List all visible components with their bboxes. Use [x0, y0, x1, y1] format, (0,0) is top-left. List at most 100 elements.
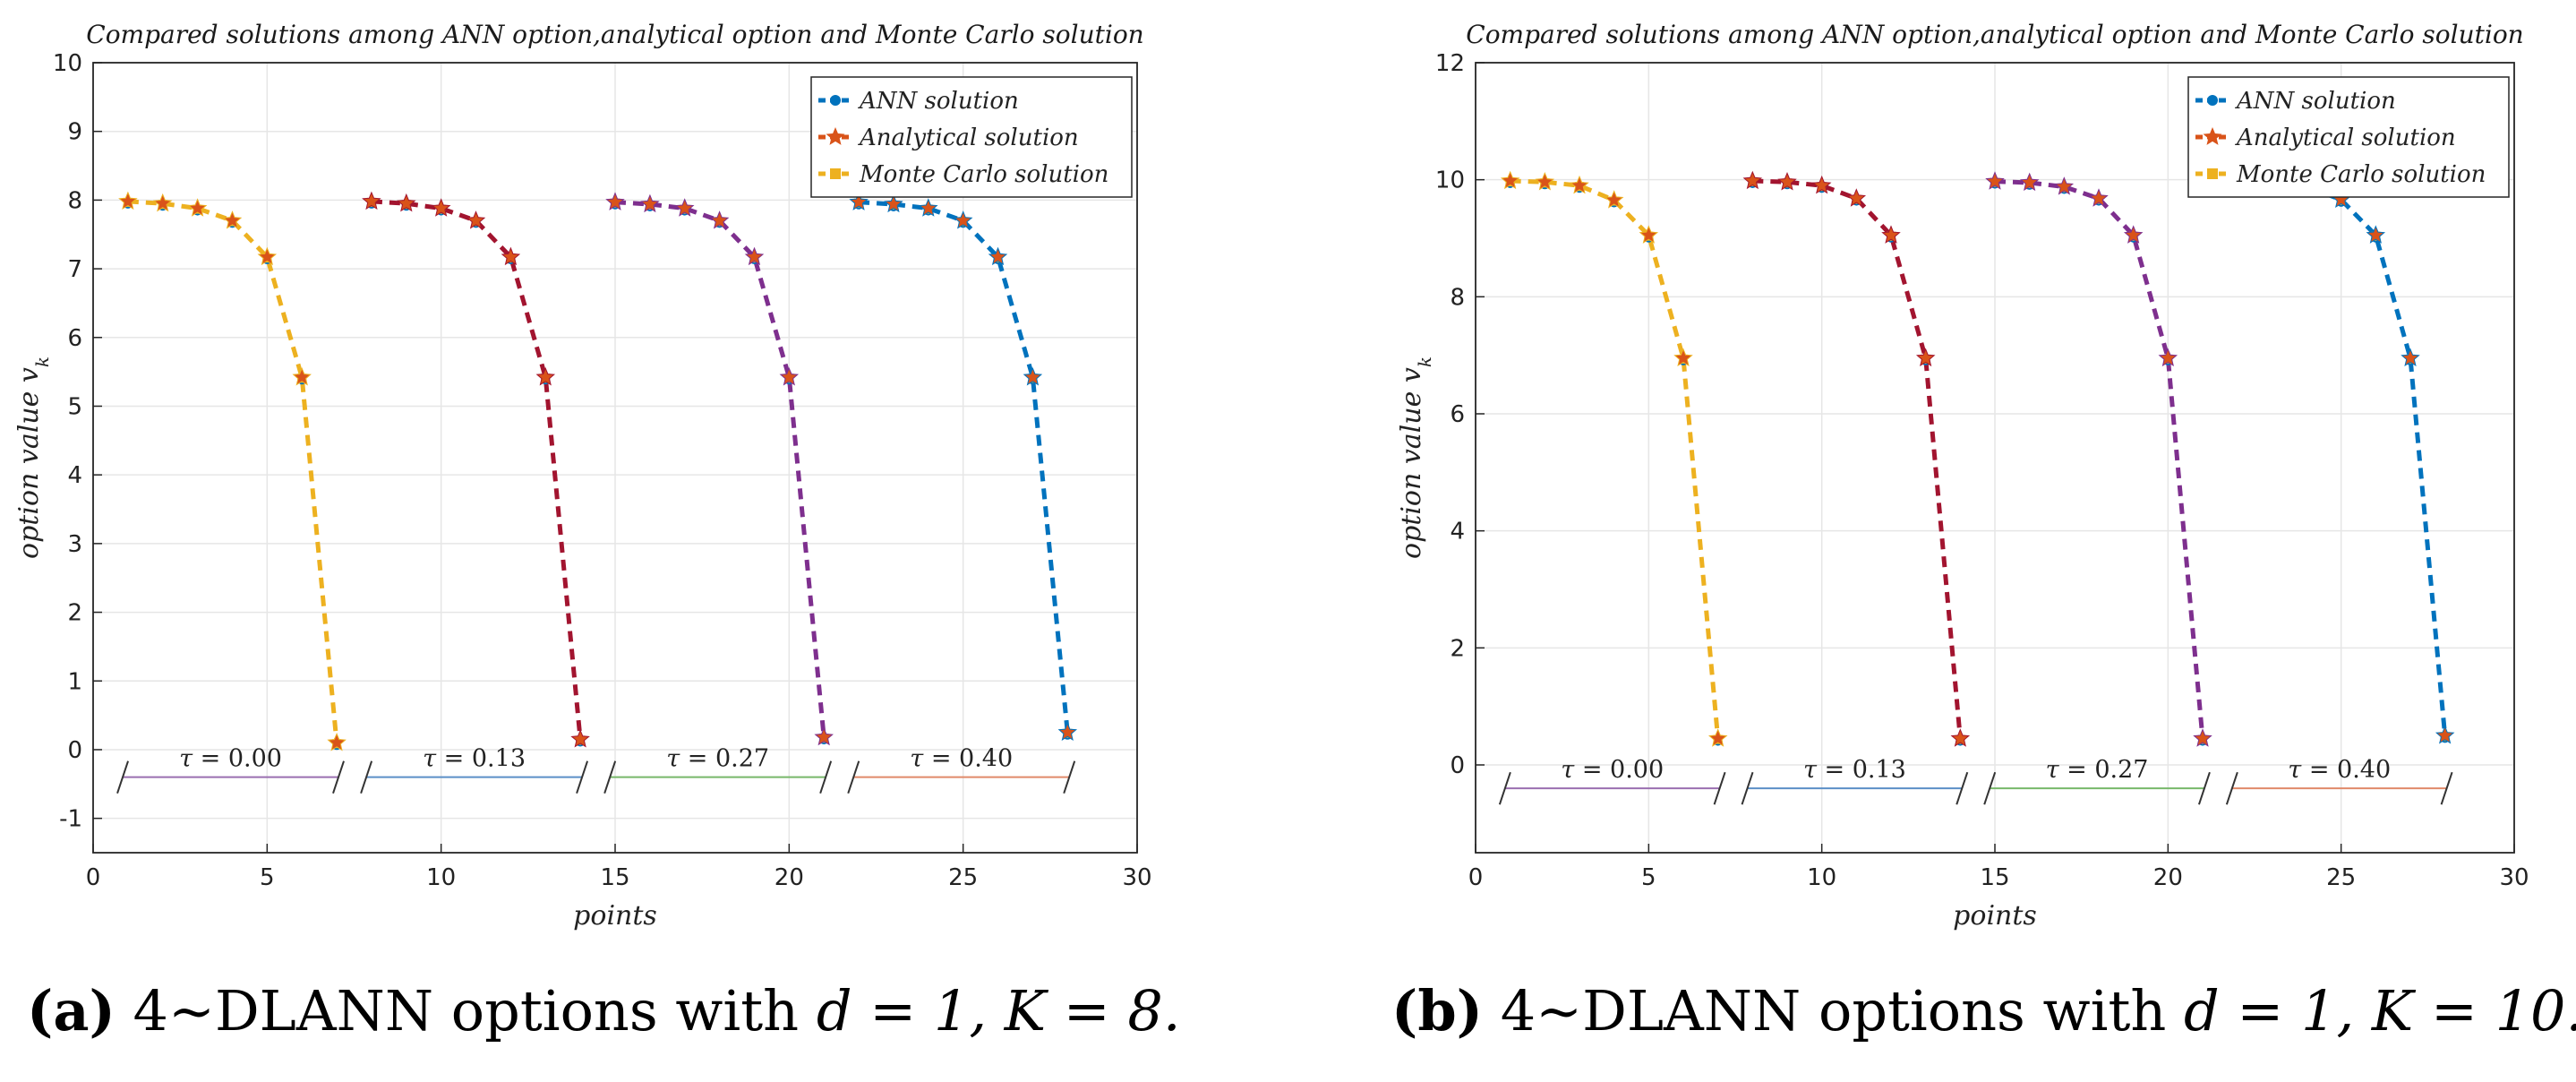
c0-legend-label-1: Analytical solution — [858, 125, 1079, 151]
c0-tau-value-1: = 0.13 — [436, 745, 526, 773]
c1-ylabel: option value vk — [1396, 356, 1435, 559]
c0-analytical-point-0-6 — [327, 733, 347, 751]
c1-legend-label-2: Monte Carlo solution — [2236, 161, 2486, 188]
c1-analytical-point-3-6 — [2435, 725, 2455, 744]
c1-tau-tick-right-2 — [2197, 771, 2211, 805]
c0-tau-symbol-0: τ — [179, 745, 193, 773]
c0-tau-symbol-3: τ — [910, 745, 924, 773]
caption-a-tag: (a) — [27, 978, 116, 1043]
c0-legend-marker-2 — [830, 168, 841, 179]
c0-analytical-point-1-1 — [397, 193, 416, 212]
c0-ytick-label-2: 1 — [67, 668, 82, 695]
c0-analytical-point-0-4 — [257, 246, 278, 266]
c1-tau-tick-right-3 — [2440, 771, 2453, 805]
c1-tau-tick-left-0 — [1498, 771, 1511, 805]
c0-ytick-label-4: 3 — [67, 531, 82, 558]
c0-analytical-point-3-3 — [953, 210, 973, 229]
c1-tau-tick-right-0 — [1713, 771, 1726, 805]
c0-xtick-label-6: 30 — [1122, 864, 1151, 891]
c1-analytical-point-2-2 — [2054, 176, 2075, 195]
c1-analytical-point-2-0 — [1985, 171, 2005, 190]
c1-xtick-label-1: 5 — [1641, 864, 1656, 891]
c0-analytical-point-3-4 — [988, 246, 1008, 266]
c0-analytical-point-0-2 — [187, 198, 208, 217]
c1-analytical-point-3-4 — [2366, 225, 2386, 244]
c0-analytical-point-0-3 — [222, 210, 243, 229]
c0-ytick-label-11: 10 — [53, 50, 82, 77]
c0-ytick-label-1: 0 — [67, 737, 82, 764]
c1-analytical-point-0-0 — [1500, 170, 1520, 190]
c1-analytical-point-0-6 — [1707, 728, 1728, 747]
c1-ytick-label-3: 6 — [1450, 401, 1465, 428]
c0-legend-marker-0 — [830, 95, 841, 106]
c0-tau-label-0: τ = 0.00 — [179, 745, 282, 773]
c0-ytick-label-5: 4 — [67, 462, 82, 489]
c0-tau-tick-right-0 — [332, 760, 345, 794]
caption-b-tag: (b) — [1391, 978, 1484, 1043]
c0-tau-tick-right-3 — [1063, 760, 1076, 794]
c0-analytical-point-2-6 — [814, 726, 834, 746]
c0-analytical-point-0-0 — [118, 191, 138, 210]
c0-legend-box — [810, 76, 1133, 198]
c1-ylabel-sub: k — [1414, 356, 1435, 367]
c1-tau-label-3: τ = 0.40 — [2288, 756, 2391, 784]
caption-b: (b) 4~DLANN options with d = 1, K = 10. — [1391, 978, 2576, 1043]
c1-ytick-label-4: 8 — [1450, 284, 1465, 311]
c0-analytical-point-2-3 — [709, 210, 730, 229]
c1-analytical-point-1-5 — [1915, 348, 1936, 367]
c0-tau-label-1: τ = 0.13 — [423, 745, 526, 773]
c1-tau-label-2: τ = 0.27 — [2046, 756, 2149, 784]
c1-tau-symbol-2: τ — [2046, 756, 2060, 784]
c0-analytical-point-2-0 — [605, 192, 625, 210]
c0-ytick-label-7: 6 — [67, 325, 82, 352]
c0-legend-label-2: Monte Carlo solution — [859, 161, 1108, 188]
c0-ytick-label-9: 8 — [67, 187, 82, 214]
c1-ytick-label-0: 0 — [1450, 752, 1465, 779]
c0-ytick-label-10: 9 — [67, 119, 82, 146]
c0-analytical-point-0-5 — [292, 366, 312, 386]
c0-title: Compared solutions among ANN option,anal… — [86, 20, 1143, 49]
c1-ylabel-main: option value v — [1396, 367, 1427, 559]
c1-tau-value-2: = 0.27 — [2059, 756, 2149, 784]
c0-tau-label-2: τ = 0.27 — [666, 745, 769, 773]
c1-xtick-label-4: 20 — [2153, 864, 2183, 891]
c1-tau-value-0: = 0.00 — [1574, 756, 1664, 784]
c1-legend-marker-0 — [2207, 95, 2218, 106]
c1-ytick-label-2: 4 — [1450, 519, 1465, 545]
c0-analytical-point-1-3 — [466, 210, 486, 229]
c1-tau-value-1: = 0.13 — [1817, 756, 1906, 784]
c0-analytical-point-0-1 — [152, 193, 173, 212]
panel-b: 0 5 10 15 20 25 30 0 2 4 6 8 10 12 Compared solutions … — [1288, 0, 2576, 1082]
c0-ytick-label-3: 2 — [67, 600, 82, 627]
c0-analytical-point-3-6 — [1057, 722, 1078, 741]
c1-tau-label-0: τ = 0.00 — [1561, 756, 1664, 784]
c0-legend-label-0: ANN solution — [858, 88, 1019, 115]
panel-a: 0 5 10 15 20 25 30 -1 0 1 2 3 4 5 6 7 8 9 10 Compared solut… — [13, 20, 1181, 1043]
c1-analytical-point-2-6 — [2193, 728, 2212, 747]
c1-tau-tick-left-1 — [1741, 771, 1754, 805]
c0-ylabel-sub: k — [31, 356, 53, 367]
c0-ytick-label-6: 5 — [67, 393, 82, 420]
c0-xtick-label-4: 20 — [775, 864, 804, 891]
c0-ylabel-main: option value v — [13, 367, 45, 559]
c0-ylabel: option value vk — [13, 356, 53, 559]
c0-ytick-label-0: -1 — [59, 806, 82, 833]
c1-analytical-point-1-6 — [1950, 728, 1971, 747]
c1-xtick-label-6: 30 — [2499, 864, 2529, 891]
c1-xtick-label-2: 10 — [1807, 864, 1836, 891]
c1-analytical-point-2-3 — [2089, 188, 2109, 207]
c0-analytical-point-3-0 — [849, 192, 869, 210]
c0-analytical-point-3-1 — [884, 193, 903, 213]
c1-analytical-point-0-1 — [1535, 172, 1555, 191]
c1-ytick-label-5: 10 — [1435, 167, 1465, 194]
c1-title: Compared solutions among ANN option,anal… — [1466, 20, 2523, 49]
c0-xtick-label-2: 10 — [426, 864, 456, 891]
c1-legend-label-0: ANN solution — [2235, 88, 2396, 115]
c0-analytical-point-2-2 — [674, 198, 695, 217]
c1-tau-tick-left-2 — [1983, 771, 1997, 805]
c1-analytical-point-0-4 — [1639, 225, 1659, 244]
c0-analytical-point-1-5 — [535, 367, 556, 386]
c0-tau-value-2: = 0.27 — [680, 745, 769, 773]
c0-analytical-point-1-4 — [501, 246, 521, 266]
